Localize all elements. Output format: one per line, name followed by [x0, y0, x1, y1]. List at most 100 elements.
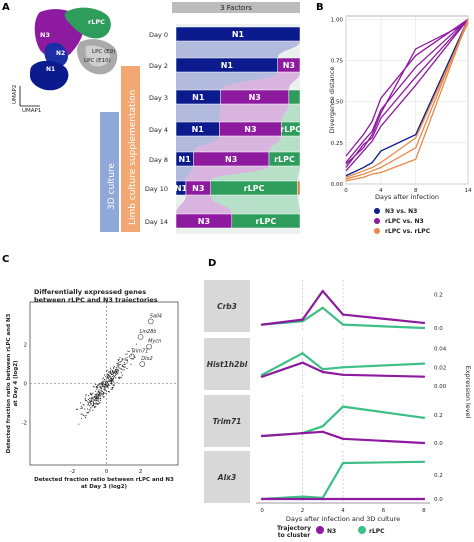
background-point [101, 383, 103, 385]
series-line [345, 18, 469, 157]
sankey-flow [269, 136, 300, 152]
chart-title: Differentially expressed genes between rL… [34, 288, 158, 304]
y-tick-label: 0.2 [434, 473, 443, 479]
background-point [89, 409, 91, 411]
background-point [103, 382, 105, 384]
gene-point [147, 318, 154, 325]
x-tick-label: 0 [105, 469, 109, 475]
sankey-segment-label: N3 [249, 93, 261, 102]
y-tick-label: 0.04 [434, 347, 447, 353]
gene-label: Mycn [148, 339, 161, 345]
background-point [95, 383, 97, 386]
sankey-flow [185, 166, 269, 181]
y-tick-label: 0.0 [434, 497, 443, 503]
background-point [123, 362, 125, 364]
expression-point [321, 306, 324, 310]
sankey-header: 3 Factors [220, 4, 252, 12]
background-point [117, 368, 119, 370]
sankey-flow [193, 136, 282, 152]
background-point [118, 362, 120, 364]
background-point [96, 399, 98, 401]
background-point [112, 370, 114, 372]
sankey-segment-label: N1 [221, 61, 234, 70]
sankey-flow [176, 104, 221, 122]
day-label: Day 14 [145, 218, 168, 226]
background-point [97, 385, 99, 387]
background-point [121, 376, 123, 378]
background-point [86, 411, 88, 414]
background-point [111, 373, 113, 375]
panel-label-b: B [316, 2, 324, 13]
background-point [85, 395, 87, 397]
background-point [111, 386, 113, 388]
expression-point [301, 495, 304, 498]
background-point [85, 417, 87, 419]
sankey-segment [268, 151, 301, 167]
background-point [106, 384, 108, 386]
background-point [84, 408, 86, 410]
y-tick-label: 0.75 [331, 58, 344, 64]
expression-point [341, 366, 345, 369]
legend-label: rLPC vs. rLPC [385, 228, 431, 235]
background-point [105, 375, 107, 378]
gene-strip [204, 280, 250, 332]
background-point [97, 397, 99, 399]
expression-point [301, 318, 304, 321]
sankey-segment-label: N1 [175, 184, 188, 193]
sankey-flow [210, 166, 300, 181]
background-point [106, 377, 108, 379]
background-point [117, 359, 119, 361]
background-point [103, 385, 105, 387]
expression-point [301, 361, 304, 364]
background-point [113, 384, 115, 386]
umap-plot: N3 rLPC N2 N1 LPC (E9) LPC (E10) UMAP1 U… [12, 7, 118, 114]
x-tick-label: 4 [379, 188, 383, 194]
background-point [95, 393, 97, 395]
background-point [98, 397, 100, 399]
background-point [119, 364, 121, 366]
sankey-segment-label: N3 [244, 125, 256, 134]
background-point [109, 367, 112, 369]
day-label: Day 8 [149, 156, 168, 164]
background-point [117, 372, 119, 374]
background-point [87, 398, 89, 401]
background-point [116, 371, 118, 373]
background-point [108, 375, 110, 378]
background-point [114, 372, 117, 374]
x-tick-label: -2 [70, 469, 75, 475]
gene-label: Lin28b [140, 329, 157, 335]
legend-label: rLPC [369, 528, 385, 535]
gene-point [139, 361, 146, 367]
expression-point [341, 373, 345, 376]
day-label: Day 4 [149, 126, 168, 134]
x-tick-label: 4 [341, 508, 345, 514]
background-point [99, 393, 101, 395]
background-point [128, 350, 130, 352]
day-label: Day 2 [149, 62, 168, 70]
expression-point [422, 362, 426, 365]
label-limb-box [121, 66, 140, 232]
expression-point [321, 368, 324, 371]
background-point [110, 380, 113, 382]
background-point [113, 372, 115, 374]
background-point [108, 385, 110, 387]
background-point [104, 386, 106, 388]
x-tick-label: 2 [301, 508, 305, 514]
background-point [85, 393, 87, 396]
y-tick-label: 0.00 [434, 384, 447, 390]
background-point [106, 370, 108, 372]
background-point [96, 395, 98, 397]
background-point [90, 403, 92, 405]
background-point [100, 383, 102, 385]
background-point [107, 369, 109, 371]
panel-label-a: A [2, 2, 10, 13]
background-point [81, 407, 83, 409]
y-tick-label: 0.25 [331, 141, 344, 147]
sankey-flow [219, 104, 289, 122]
background-point [99, 383, 101, 385]
background-point [121, 359, 124, 361]
background-point [110, 382, 112, 385]
background-point [98, 402, 100, 404]
background-point [130, 363, 132, 365]
background-point [77, 408, 79, 410]
